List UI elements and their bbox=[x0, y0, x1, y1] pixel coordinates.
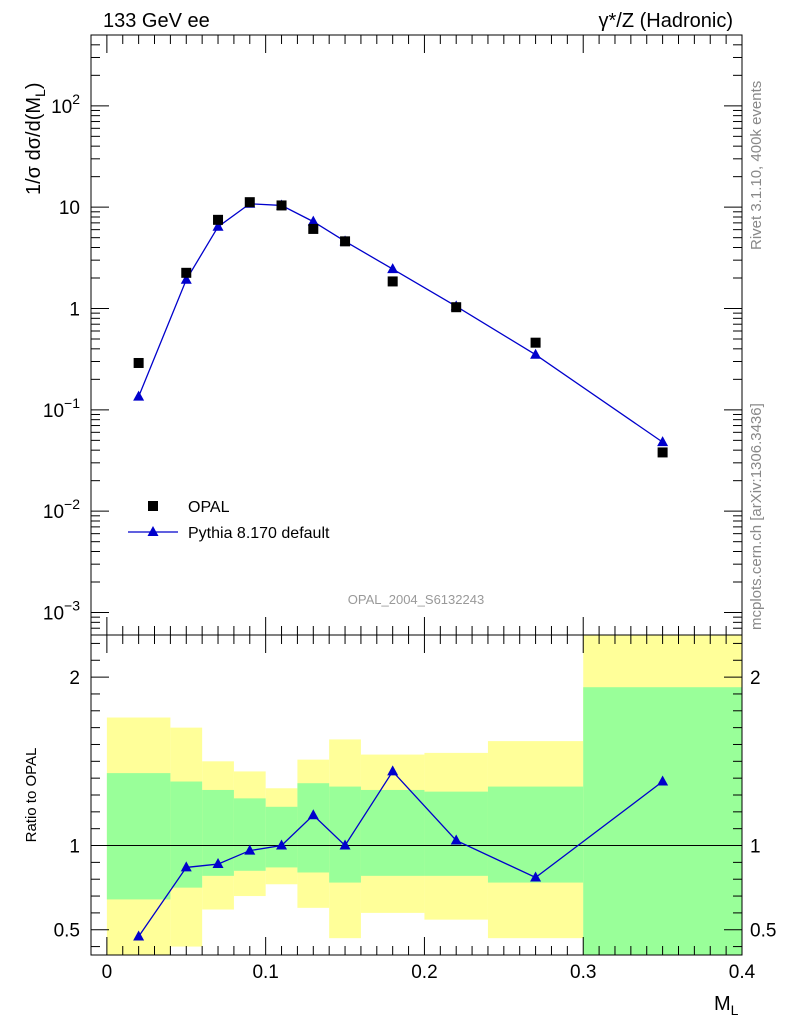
main-ytick-label-0_01: 10−2 bbox=[43, 496, 80, 523]
pythia-point-5 bbox=[307, 215, 319, 226]
main-ytick-base: 10 bbox=[51, 97, 72, 118]
stat-band-8 bbox=[424, 791, 488, 876]
main-ylabel-sub: L bbox=[32, 89, 48, 97]
main-ytick-base: 10 bbox=[43, 401, 64, 422]
legend-opal-marker bbox=[148, 501, 158, 511]
pythia-point-10 bbox=[657, 436, 669, 447]
main-ytick-exp: −2 bbox=[64, 496, 80, 512]
stat-band-10 bbox=[583, 687, 742, 955]
pythia-point-9 bbox=[530, 348, 542, 359]
ratio-pythia-point-2 bbox=[212, 858, 224, 869]
ratio-ytick-label-right-2: 2 bbox=[750, 668, 761, 689]
ratio-ytick-label-left-1: 1 bbox=[69, 837, 80, 858]
opal-point-9 bbox=[530, 337, 541, 348]
xlabel-sub: L bbox=[731, 1002, 739, 1018]
ratio-pythia-point-3 bbox=[244, 844, 256, 855]
ratio-axis-group: 0.5 0.5 1 1 2 2 0 0.1 0.2 0.3 0.4 bbox=[54, 635, 776, 983]
ratio-xtick-label-0_1: 0.1 bbox=[252, 962, 278, 983]
ratio-xtick-label-0_2: 0.2 bbox=[411, 962, 437, 983]
ratio-ytick-label-left-2: 2 bbox=[69, 668, 80, 689]
main-ytick-base: 10 bbox=[43, 502, 64, 523]
ratio-xtick-label-0: 0 bbox=[102, 962, 113, 983]
main-ylabel-close: ) bbox=[23, 82, 45, 89]
pythia-line bbox=[138, 203, 663, 443]
opal-point-0 bbox=[133, 357, 144, 368]
main-ytick-base: 10 bbox=[43, 604, 64, 625]
opal-point-3 bbox=[244, 197, 255, 208]
ratio-pythia-point-9 bbox=[530, 871, 542, 882]
pythia-point-1 bbox=[180, 273, 192, 284]
legend-pythia-marker bbox=[147, 526, 159, 536]
main-ylabel: 1/σ dσ/d(ML) bbox=[23, 82, 48, 195]
ratio-pythia-point-5 bbox=[307, 809, 319, 820]
main-ytick-label-10: 10 bbox=[59, 198, 80, 219]
stat-band-5 bbox=[297, 783, 330, 873]
ratio-frame bbox=[90, 634, 743, 956]
ratio-xtick-label-0_3: 0.3 bbox=[570, 962, 596, 983]
ratio-pythia-point-1 bbox=[180, 861, 192, 872]
rivet-label: Rivet 3.1.10, 400k events bbox=[748, 81, 765, 250]
ratio-xlabel: ML bbox=[714, 993, 739, 1018]
ratio-series-group bbox=[133, 765, 669, 941]
header-right: γ*/Z (Hadronic) bbox=[599, 10, 733, 32]
analysis-label: OPAL_2004_S6132243 bbox=[348, 592, 484, 607]
main-ytick-base: 1 bbox=[69, 300, 80, 321]
legend-pythia-label: Pythia 8.170 default bbox=[188, 525, 330, 542]
legend-opal-label: OPAL bbox=[188, 499, 230, 516]
legend: OPAL Pythia 8.170 default bbox=[128, 499, 330, 542]
pythia-point-7 bbox=[387, 263, 399, 274]
stat-band-3 bbox=[233, 798, 266, 871]
main-series-group bbox=[133, 197, 669, 458]
header-left: 133 GeV ee bbox=[103, 10, 210, 32]
main-ytick-base: 10 bbox=[59, 198, 80, 219]
main-frame bbox=[90, 34, 743, 636]
opal-point-4 bbox=[276, 200, 287, 211]
main-ytick-exp: −3 bbox=[64, 598, 80, 614]
ratio-ylabel: Ratio to OPAL bbox=[23, 748, 40, 843]
ratio-bands bbox=[106, 635, 742, 955]
opal-point-7 bbox=[387, 276, 398, 287]
ratio-xtick-label-0_4: 0.4 bbox=[729, 962, 756, 983]
main-ytick-label-1: 1 bbox=[69, 300, 80, 321]
xlabel-main: M bbox=[714, 993, 731, 1015]
stat-band-0 bbox=[106, 773, 171, 900]
stat-band-9 bbox=[487, 786, 584, 883]
ratio-pythia-point-0 bbox=[133, 930, 145, 941]
opal-point-8 bbox=[451, 302, 462, 313]
ratio-ytick-label-right-1: 1 bbox=[750, 837, 761, 858]
mcplots-label: mcplots.cern.ch [arXiv:1306.3436] bbox=[748, 403, 765, 630]
ratio-ytick-label-right-0_5: 0.5 bbox=[750, 921, 776, 942]
pythia-point-0 bbox=[133, 390, 145, 401]
ratio-panel: 0.5 0.5 1 1 2 2 0 0.1 0.2 0.3 0.4 Ratio to OPAL ML bbox=[23, 634, 776, 1018]
ratio-pythia-point-10 bbox=[657, 775, 669, 786]
opal-point-10 bbox=[657, 447, 668, 458]
ratio-pythia-point-8 bbox=[450, 834, 462, 845]
stat-band-4 bbox=[265, 806, 298, 868]
opal-point-1 bbox=[181, 267, 192, 278]
opal-point-6 bbox=[340, 236, 351, 247]
stat-band-1 bbox=[170, 781, 203, 888]
main-ylabel-text: 1/σ dσ/d(M bbox=[23, 97, 45, 195]
opal-point-2 bbox=[213, 214, 224, 225]
main-ytick-exp: −1 bbox=[64, 395, 80, 411]
main-ytick-label-0_001: 10−3 bbox=[43, 598, 80, 625]
opal-point-5 bbox=[308, 223, 319, 234]
pythia-point-2 bbox=[212, 220, 224, 231]
ratio-pythia-point-6 bbox=[339, 839, 351, 850]
ratio-ytick-label-left-0_5: 0.5 bbox=[54, 921, 80, 942]
ratio-pythia-point-4 bbox=[276, 839, 288, 850]
ratio-pythia-point-7 bbox=[387, 765, 399, 776]
stat-band-7 bbox=[360, 789, 425, 876]
main-ytick-exp: 2 bbox=[72, 91, 80, 107]
main-ytick-label-0_1: 10−1 bbox=[43, 395, 80, 422]
main-ytick-label-100: 102 bbox=[51, 91, 80, 118]
